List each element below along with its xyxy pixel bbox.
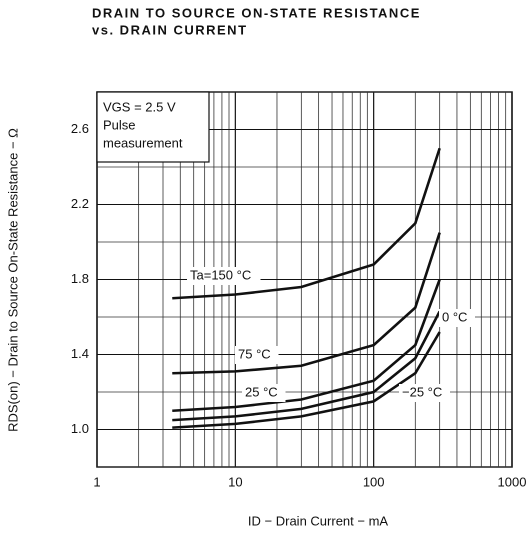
series-label-bg	[187, 267, 261, 285]
series-line	[172, 147, 441, 300]
series-label-bg	[235, 346, 279, 364]
x-tick-label: 1000	[498, 474, 527, 489]
y-tick-label: 2.6	[71, 121, 89, 136]
series-line	[172, 232, 441, 375]
chart-title: DRAIN TO SOURCE ON-STATE RESISTANCE	[92, 5, 421, 20]
y-tick-label: 1.8	[71, 271, 89, 286]
series-label: 75 °C	[238, 346, 271, 361]
x-tick-label: 100	[363, 474, 385, 489]
series-label: 0 °C	[442, 309, 467, 324]
x-tick-label: 10	[228, 474, 242, 489]
annotation-box	[96, 91, 210, 163]
chart-subtitle: vs. DRAIN CURRENT	[92, 22, 248, 37]
series-label: 25 °C	[245, 384, 278, 399]
series-line	[172, 331, 441, 429]
y-tick-label: 1.0	[71, 421, 89, 436]
x-tick-label: 1	[93, 474, 100, 489]
y-tick-label: 1.4	[71, 346, 89, 361]
series-label-bg	[242, 384, 286, 402]
series-label-bg	[439, 309, 475, 327]
x-axis-label: ID − Drain Current − mA	[248, 513, 388, 528]
annotation: measurement	[103, 135, 183, 150]
y-tick-label: 2.2	[71, 196, 89, 211]
series-label: Ta=150 °C	[190, 267, 251, 282]
series-line	[172, 310, 441, 422]
series-label: −25 °C	[402, 384, 442, 399]
y-axis-label: RDS(on) − Drain to Source On-State Resis…	[5, 128, 20, 432]
series-line	[172, 279, 441, 413]
series-label-bg	[399, 384, 450, 402]
annotation: VGS = 2.5 V	[103, 99, 176, 114]
annotation: Pulse	[103, 117, 136, 132]
